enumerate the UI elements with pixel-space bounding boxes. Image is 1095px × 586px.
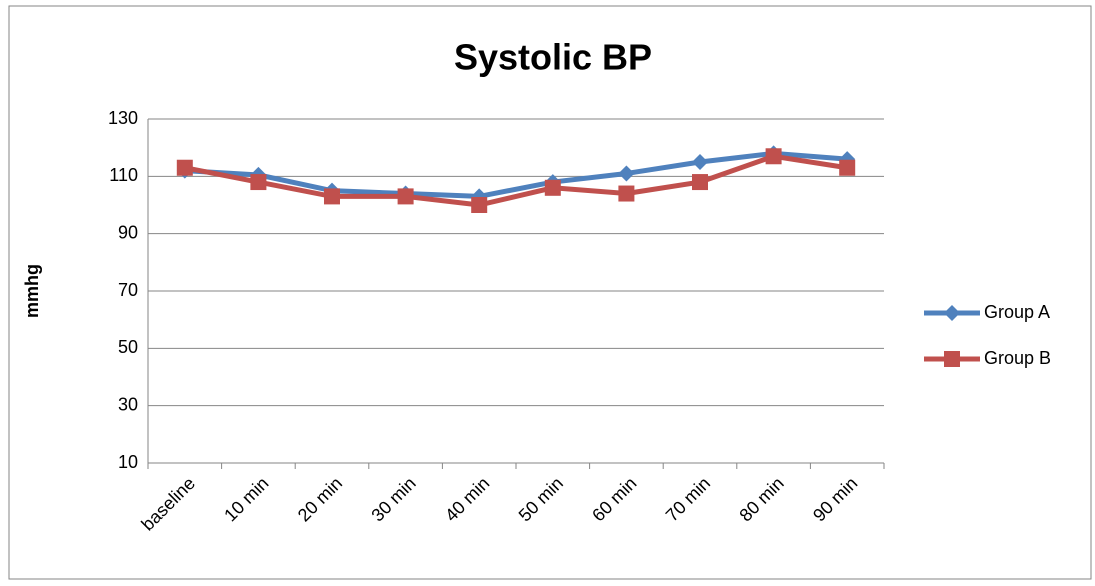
- data-point: [250, 174, 267, 191]
- y-tick-label: 90: [118, 222, 138, 242]
- y-axis-label: mmhg: [22, 264, 42, 318]
- series-line: [184, 153, 848, 208]
- data-point: [397, 188, 414, 205]
- legend-label: Group A: [984, 302, 1050, 322]
- y-tick-label: 130: [108, 108, 138, 128]
- y-tick-label: 10: [118, 452, 138, 472]
- legend-marker: [944, 305, 960, 321]
- data-point: [765, 148, 782, 165]
- data-point: [618, 165, 635, 182]
- legend-marker: [944, 351, 960, 367]
- data-point: [544, 179, 561, 196]
- y-tick-label: 50: [118, 337, 138, 357]
- y-tick-label: 30: [118, 394, 138, 414]
- data-point: [471, 197, 488, 213]
- chart-title: Systolic BP: [454, 37, 652, 78]
- chart-border: [8, 5, 1092, 580]
- series-line: [184, 150, 848, 199]
- y-tick-label: 110: [109, 165, 138, 185]
- data-point: [618, 185, 635, 202]
- data-point: [692, 174, 708, 191]
- data-point: [324, 188, 340, 205]
- data-point: [839, 159, 856, 176]
- y-tick-label: 70: [118, 280, 138, 300]
- data-point: [176, 159, 193, 176]
- data-point: [692, 154, 708, 170]
- legend-label: Group B: [984, 348, 1051, 368]
